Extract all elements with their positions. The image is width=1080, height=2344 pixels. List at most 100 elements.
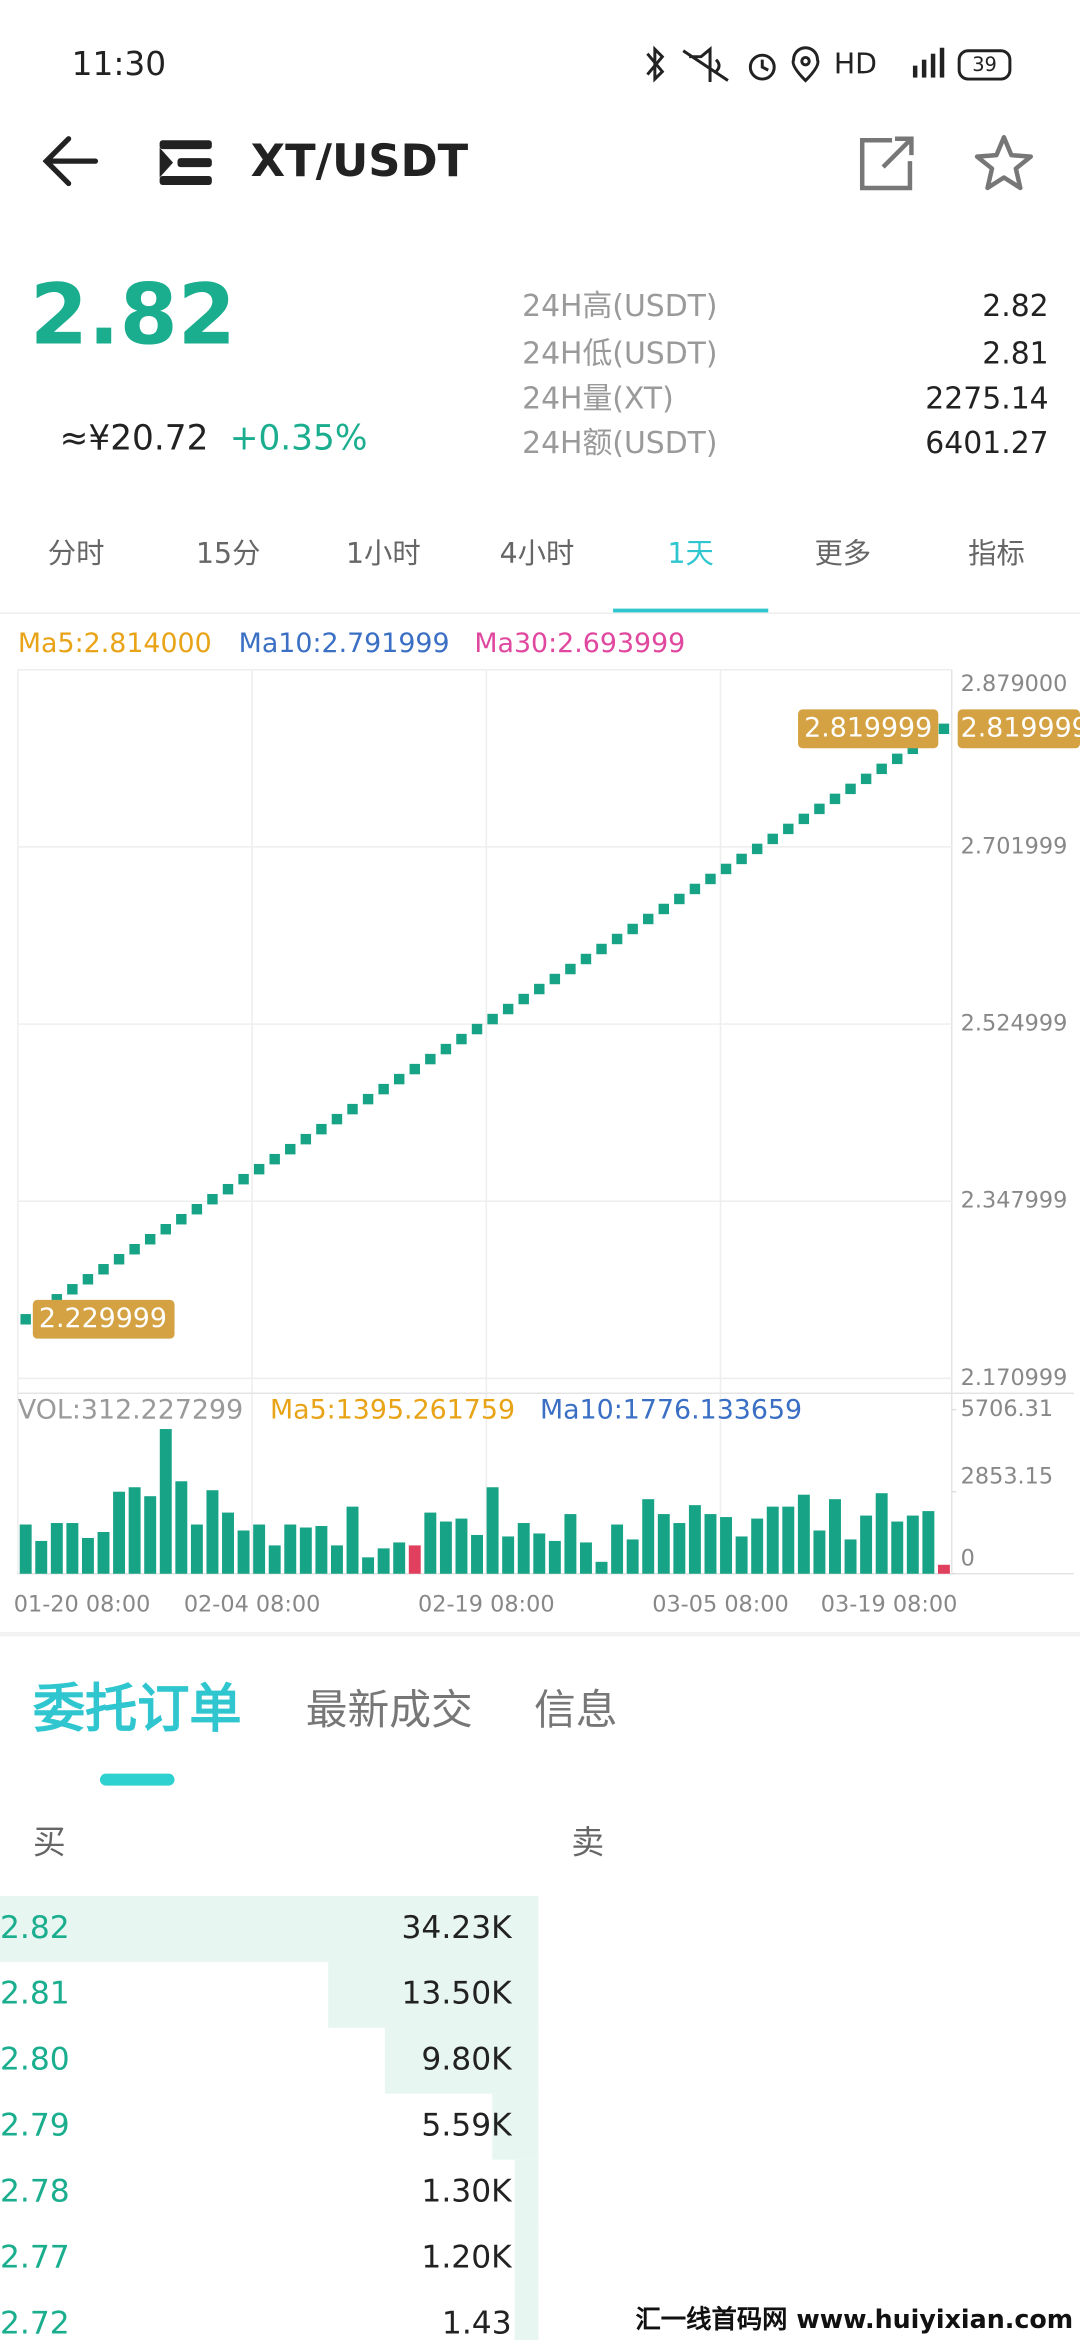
volume-bar bbox=[222, 1512, 234, 1574]
volume-bar bbox=[113, 1491, 126, 1574]
timeframe-tab[interactable]: 更多 bbox=[814, 537, 871, 570]
watermark: 汇一线首码网 www.huiyixian.com bbox=[635, 2304, 1073, 2334]
volume-bar bbox=[284, 1524, 297, 1574]
volume-bar bbox=[206, 1490, 219, 1574]
timeframe-tab[interactable]: 15分 bbox=[196, 537, 260, 570]
x-tick-label: 01-20 08:00 bbox=[14, 1592, 151, 1618]
volume-bar bbox=[190, 1524, 203, 1574]
candle bbox=[549, 973, 561, 985]
timeframe-tab[interactable]: 4小时 bbox=[500, 537, 575, 570]
volume-bar bbox=[486, 1487, 499, 1574]
volume-bar bbox=[564, 1514, 577, 1574]
price-cny: ≈¥20.72 bbox=[60, 419, 209, 459]
volume-bar bbox=[720, 1517, 733, 1574]
battery-level: 39 bbox=[972, 53, 997, 76]
candle bbox=[736, 853, 747, 865]
volume-bar bbox=[144, 1496, 157, 1574]
order-tab[interactable]: 最新成交 bbox=[306, 1685, 473, 1734]
volume-bar bbox=[891, 1521, 904, 1574]
bid-price: 2.80 bbox=[0, 2042, 70, 2078]
candle bbox=[456, 1033, 467, 1045]
depth-bar bbox=[328, 1961, 539, 2028]
candle bbox=[409, 1063, 420, 1075]
timeframe-tab[interactable]: 1小时 bbox=[346, 537, 421, 570]
volume-bar bbox=[50, 1523, 63, 1574]
candle bbox=[689, 883, 701, 895]
candle bbox=[674, 893, 685, 905]
back-button[interactable] bbox=[42, 136, 99, 187]
candle bbox=[938, 723, 950, 735]
order-tab[interactable]: 信息 bbox=[534, 1685, 618, 1734]
candle bbox=[269, 1153, 280, 1165]
stat-label: 24H额(USDT) bbox=[522, 426, 717, 461]
ma-label: Ma10:2.791999 bbox=[239, 628, 450, 659]
stat-label: 24H高(USDT) bbox=[522, 289, 717, 324]
volume-bar bbox=[502, 1536, 515, 1574]
volume-bar bbox=[424, 1512, 437, 1574]
candle bbox=[393, 1073, 405, 1085]
stat-value: 2275.14 bbox=[925, 381, 1048, 416]
bid-price: 2.81 bbox=[0, 1976, 70, 2012]
candle bbox=[129, 1244, 140, 1255]
candle bbox=[51, 1294, 63, 1305]
volume-bar bbox=[19, 1524, 32, 1574]
candle bbox=[907, 743, 919, 755]
share-button[interactable] bbox=[859, 136, 914, 191]
stat-label: 24H量(XT) bbox=[522, 381, 674, 416]
volume-bar bbox=[175, 1481, 188, 1574]
candle bbox=[502, 1003, 514, 1015]
volume-bar bbox=[704, 1514, 717, 1574]
favorite-button[interactable] bbox=[974, 134, 1034, 191]
volume-bar bbox=[362, 1557, 375, 1574]
candle bbox=[892, 753, 903, 765]
bid-amount: 1.20K bbox=[421, 2239, 513, 2275]
y-tick-label: 2.701999 bbox=[961, 833, 1068, 859]
y-tick-label: 2.170999 bbox=[961, 1365, 1068, 1391]
candle bbox=[378, 1083, 389, 1095]
timeframe-tab[interactable]: 分时 bbox=[48, 537, 105, 570]
timeframe-tab[interactable]: 1天 bbox=[667, 537, 713, 570]
volume-bar bbox=[860, 1515, 873, 1574]
candle bbox=[471, 1023, 483, 1035]
section-divider bbox=[0, 1631, 1080, 1637]
volume-bar bbox=[330, 1545, 343, 1574]
depth-bar bbox=[384, 2027, 539, 2094]
bid-price: 2.77 bbox=[0, 2239, 70, 2275]
order-tabs: 委托订单 最新成交 信息 bbox=[33, 1679, 618, 1739]
candle bbox=[580, 953, 592, 965]
last-price-axis-box bbox=[957, 709, 1080, 749]
bid-price: 2.78 bbox=[0, 2174, 70, 2210]
volume-bar bbox=[517, 1523, 530, 1574]
bid-amount: 1.43 bbox=[442, 2305, 512, 2340]
candle bbox=[300, 1133, 312, 1145]
volume-bar bbox=[548, 1540, 561, 1574]
candle bbox=[814, 803, 825, 815]
chart: 2.879000 2.701999 2.524999 2.347999 2.170999… bbox=[14, 628, 1080, 1618]
candle bbox=[425, 1053, 436, 1065]
candle bbox=[440, 1043, 452, 1055]
ma-label: Ma30:2.693999 bbox=[474, 628, 685, 659]
bid-amount: 13.50K bbox=[401, 1976, 513, 2012]
last-price-axis-label: 2.819999 bbox=[961, 712, 1080, 743]
bid-amount: 34.23K bbox=[401, 1910, 513, 1946]
candle bbox=[783, 823, 794, 835]
candle bbox=[347, 1103, 358, 1115]
order-tab[interactable]: 委托订单 bbox=[33, 1679, 242, 1739]
candle bbox=[253, 1163, 265, 1175]
volume-bar bbox=[408, 1545, 421, 1574]
watermark-bg bbox=[626, 2300, 1080, 2341]
candle bbox=[829, 793, 841, 805]
depth-bar bbox=[492, 2093, 539, 2160]
volume-bar bbox=[159, 1429, 172, 1574]
candle bbox=[238, 1173, 249, 1185]
volume-bar bbox=[797, 1494, 810, 1574]
candle bbox=[67, 1284, 78, 1295]
signal-icon bbox=[912, 47, 945, 78]
stat-value: 2.81 bbox=[982, 337, 1048, 372]
candle bbox=[207, 1193, 218, 1205]
volume-bar bbox=[455, 1518, 468, 1574]
last-price-box bbox=[798, 709, 939, 749]
candle bbox=[144, 1234, 156, 1245]
x-tick-label: 03-19 08:00 bbox=[821, 1592, 958, 1618]
timeframe-tab[interactable]: 指标 bbox=[968, 537, 1025, 570]
